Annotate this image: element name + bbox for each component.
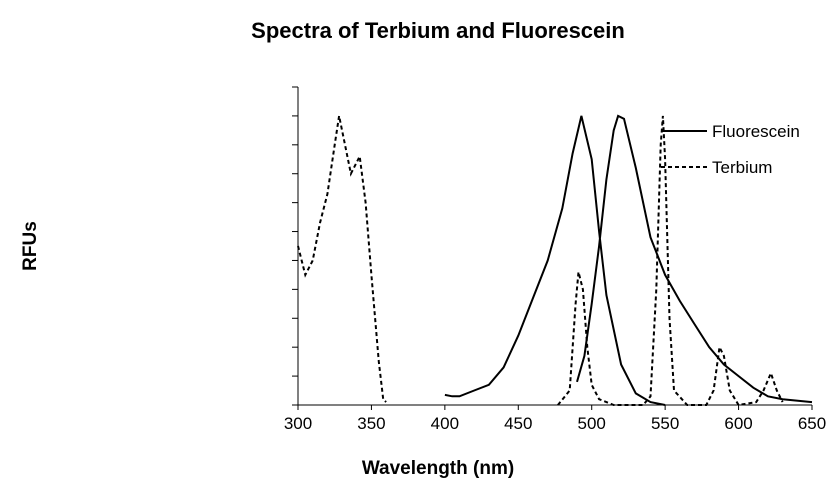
x-axis-label: Wavelength (nm) [362, 458, 514, 479]
x-tick-label: 650 [798, 414, 826, 433]
x-tick-label: 350 [357, 414, 385, 433]
chart-title: Spectra of Terbium and Fluorescein [251, 18, 625, 43]
x-tick-label: 450 [504, 414, 532, 433]
series-line [297, 115, 784, 407]
x-tick-label: 300 [284, 414, 312, 433]
y-axis-label: RFUs [20, 221, 41, 271]
legend-label: Fluorescein [712, 122, 800, 141]
x-tick-label: 600 [724, 414, 752, 433]
x-tick-label: 550 [651, 414, 679, 433]
x-tick-label: 400 [431, 414, 459, 433]
x-tick-label: 500 [578, 414, 606, 433]
legend-label: Terbium [712, 158, 772, 177]
